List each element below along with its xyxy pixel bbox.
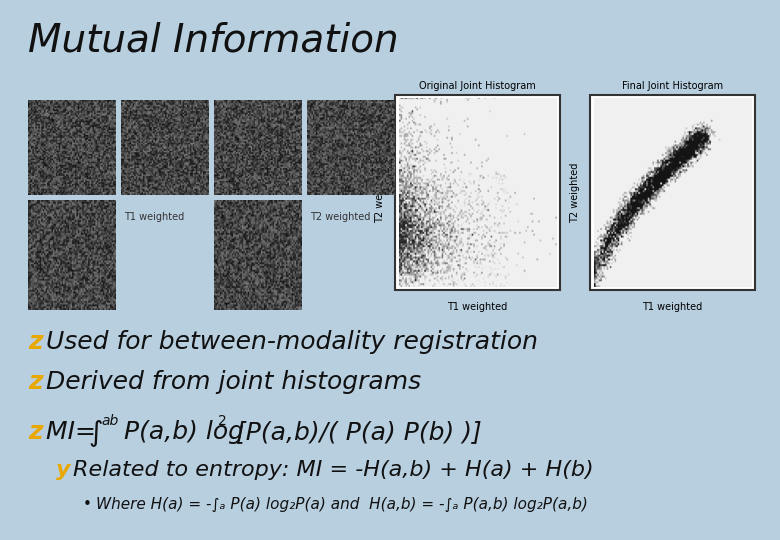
Text: Where H(a) = -∫ₐ P(a) log₂P(a) and  H(a,b) = -∫ₐ P(a,b) log₂P(a,b): Where H(a) = -∫ₐ P(a) log₂P(a) and H(a,b… xyxy=(96,497,588,512)
Text: ab: ab xyxy=(101,414,119,428)
Text: 2: 2 xyxy=(218,414,227,428)
Text: Final Joint Histogram: Final Joint Histogram xyxy=(622,81,723,91)
Text: ∫: ∫ xyxy=(88,419,102,447)
Text: y: y xyxy=(56,460,70,480)
Text: z: z xyxy=(28,420,42,444)
Text: z: z xyxy=(28,330,42,354)
Text: [P(a,b)/( P(a) P(b) )]: [P(a,b)/( P(a) P(b) )] xyxy=(228,420,482,444)
Text: T2 weighted: T2 weighted xyxy=(570,163,580,222)
Text: Derived from joint histograms: Derived from joint histograms xyxy=(46,370,421,394)
Text: Used for between-modality registration: Used for between-modality registration xyxy=(46,330,538,354)
Text: T1 weighted: T1 weighted xyxy=(643,302,703,312)
Bar xyxy=(395,95,560,290)
Text: Original Joint Histogram: Original Joint Histogram xyxy=(419,81,536,91)
Text: MI=: MI= xyxy=(46,420,104,444)
Text: T2 weighted: T2 weighted xyxy=(375,163,385,222)
Text: T1 weighted: T1 weighted xyxy=(448,302,508,312)
Text: T1 weighted: T1 weighted xyxy=(124,212,184,222)
Bar xyxy=(590,95,755,290)
Text: z: z xyxy=(28,370,42,394)
Text: Related to entropy: MI = -H(a,b) + H(a) + H(b): Related to entropy: MI = -H(a,b) + H(a) … xyxy=(73,460,594,480)
Text: •: • xyxy=(83,497,92,512)
Text: P(a,b) log: P(a,b) log xyxy=(116,420,244,444)
Text: T2 weighted: T2 weighted xyxy=(310,212,370,222)
Text: Mutual Information: Mutual Information xyxy=(28,22,399,60)
